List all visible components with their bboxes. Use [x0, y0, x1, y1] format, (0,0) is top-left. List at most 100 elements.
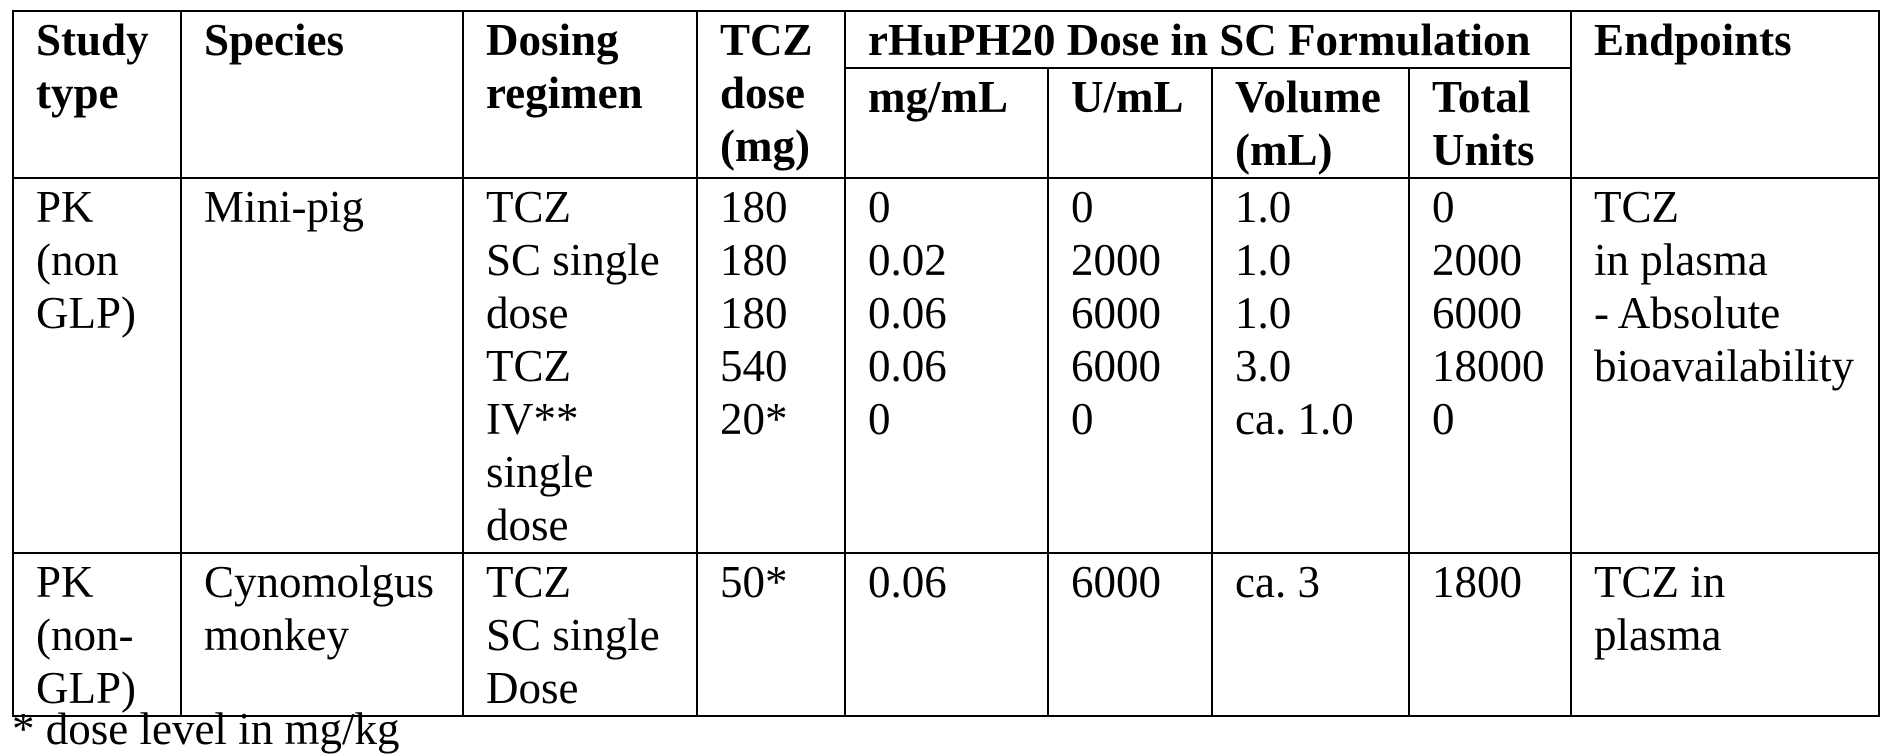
cell-line: 6000 [1071, 340, 1197, 393]
table-row: PK(nonGLP) Mini-pig TCZSC singledoseTCZI… [13, 178, 1879, 553]
cell-line: 180 [720, 234, 830, 287]
cell-line: 0 [868, 393, 1033, 446]
cell-line: Volume [1235, 71, 1394, 124]
cell-dosing-regimen: TCZSC singleDose [463, 553, 697, 716]
cell-line: Mini-pig [204, 181, 448, 234]
cell-line: bioavailability [1594, 340, 1864, 393]
cell-line: ca. 3 [1235, 556, 1394, 609]
cell-line: TCZ [486, 340, 682, 393]
header-u-ml: U/mL [1048, 68, 1212, 178]
footnote: * dose level in mg/kg [12, 703, 399, 756]
cell-line: Endpoints [1594, 14, 1864, 67]
cell-line: 50* [720, 556, 830, 609]
cell-line: PK [36, 556, 166, 609]
cell-line: 1.0 [1235, 234, 1394, 287]
cell-line: PK [36, 181, 166, 234]
cell-line: 0.06 [868, 287, 1033, 340]
cell-line: U/mL [1071, 71, 1197, 124]
cell-line: plasma [1594, 609, 1864, 662]
cell-line: Dosing [486, 14, 682, 67]
cell-species: Cynomolgusmonkey [181, 553, 463, 716]
cell-line: 540 [720, 340, 830, 393]
cell-line: 180 [720, 181, 830, 234]
cell-line: 0 [1432, 393, 1556, 446]
cell-line: Study [36, 14, 166, 67]
header-total-units: TotalUnits [1409, 68, 1571, 178]
cell-line: - Absolute [1594, 287, 1864, 340]
cell-line: 2000 [1071, 234, 1197, 287]
cell-line: 0.02 [868, 234, 1033, 287]
cell-mg-ml: 0.06 [845, 553, 1048, 716]
cell-line: 6000 [1432, 287, 1556, 340]
cell-line: (mL) [1235, 124, 1394, 177]
cell-line: dose [486, 287, 682, 340]
cell-line: 0 [1432, 181, 1556, 234]
cell-line: TCZ [720, 14, 830, 67]
cell-line: 0 [1071, 181, 1197, 234]
header-species: Species [181, 11, 463, 178]
cell-line: single [486, 446, 682, 499]
cell-line: type [36, 67, 166, 120]
header-mg-ml: mg/mL [845, 68, 1048, 178]
cell-study-type: PK(non-GLP) [13, 553, 181, 716]
header-tcz-dose: TCZdose(mg) [697, 11, 845, 178]
cell-u-ml: 02000600060000 [1048, 178, 1212, 553]
cell-line: mg/mL [868, 71, 1033, 124]
cell-endpoints: TCZin plasma- Absolutebioavailability [1571, 178, 1879, 553]
cell-line: Total [1432, 71, 1556, 124]
header-endpoints: Endpoints [1571, 11, 1879, 178]
cell-line: GLP) [36, 287, 166, 340]
cell-study-type: PK(nonGLP) [13, 178, 181, 553]
table-row: PK(non-GLP) Cynomolgusmonkey TCZSC singl… [13, 553, 1879, 716]
cell-line: Dose [486, 662, 682, 715]
cell-line: SC single [486, 609, 682, 662]
cell-volume: 1.01.01.03.0ca. 1.0 [1212, 178, 1409, 553]
cell-line: 1.0 [1235, 287, 1394, 340]
cell-species: Mini-pig [181, 178, 463, 553]
cell-u-ml: 6000 [1048, 553, 1212, 716]
cell-line: (non [36, 234, 166, 287]
header-study-type: Studytype [13, 11, 181, 178]
study-table: Studytype Species Dosingregimen TCZdose(… [12, 10, 1880, 717]
cell-line: IV** [486, 393, 682, 446]
cell-line: regimen [486, 67, 682, 120]
cell-line: (non- [36, 609, 166, 662]
header-dosing-regimen: Dosingregimen [463, 11, 697, 178]
cell-line: in plasma [1594, 234, 1864, 287]
cell-line: 2000 [1432, 234, 1556, 287]
cell-line: TCZ [486, 181, 682, 234]
header-rhuph20-group: rHuPH20 Dose in SC Formulation [845, 11, 1571, 68]
cell-line: Species [204, 14, 448, 67]
cell-dosing-regimen: TCZSC singledoseTCZIV**singledose [463, 178, 697, 553]
cell-tcz-dose: 50* [697, 553, 845, 716]
cell-line: Cynomolgus [204, 556, 448, 609]
cell-line: 1800 [1432, 556, 1556, 609]
cell-mg-ml: 00.020.060.060 [845, 178, 1048, 553]
cell-tcz-dose: 18018018054020* [697, 178, 845, 553]
cell-line: (mg) [720, 120, 830, 173]
cell-volume: ca. 3 [1212, 553, 1409, 716]
cell-line: 18000 [1432, 340, 1556, 393]
cell-line: 6000 [1071, 556, 1197, 609]
cell-line: 3.0 [1235, 340, 1394, 393]
cell-line: Units [1432, 124, 1556, 177]
cell-line: TCZ in [1594, 556, 1864, 609]
cell-line: 1.0 [1235, 181, 1394, 234]
cell-total-units: 020006000180000 [1409, 178, 1571, 553]
cell-line: dose [486, 499, 682, 552]
cell-line: 180 [720, 287, 830, 340]
cell-total-units: 1800 [1409, 553, 1571, 716]
cell-line: monkey [204, 609, 448, 662]
header-volume: Volume(mL) [1212, 68, 1409, 178]
cell-line: 20* [720, 393, 830, 446]
cell-line: 0.06 [868, 340, 1033, 393]
cell-line: TCZ [486, 556, 682, 609]
cell-line: 0 [1071, 393, 1197, 446]
cell-line: 0 [868, 181, 1033, 234]
cell-line: 0.06 [868, 556, 1033, 609]
cell-line: SC single [486, 234, 682, 287]
cell-line: ca. 1.0 [1235, 393, 1394, 446]
cell-line: dose [720, 67, 830, 120]
cell-line: TCZ [1594, 181, 1864, 234]
cell-endpoints: TCZ inplasma [1571, 553, 1879, 716]
